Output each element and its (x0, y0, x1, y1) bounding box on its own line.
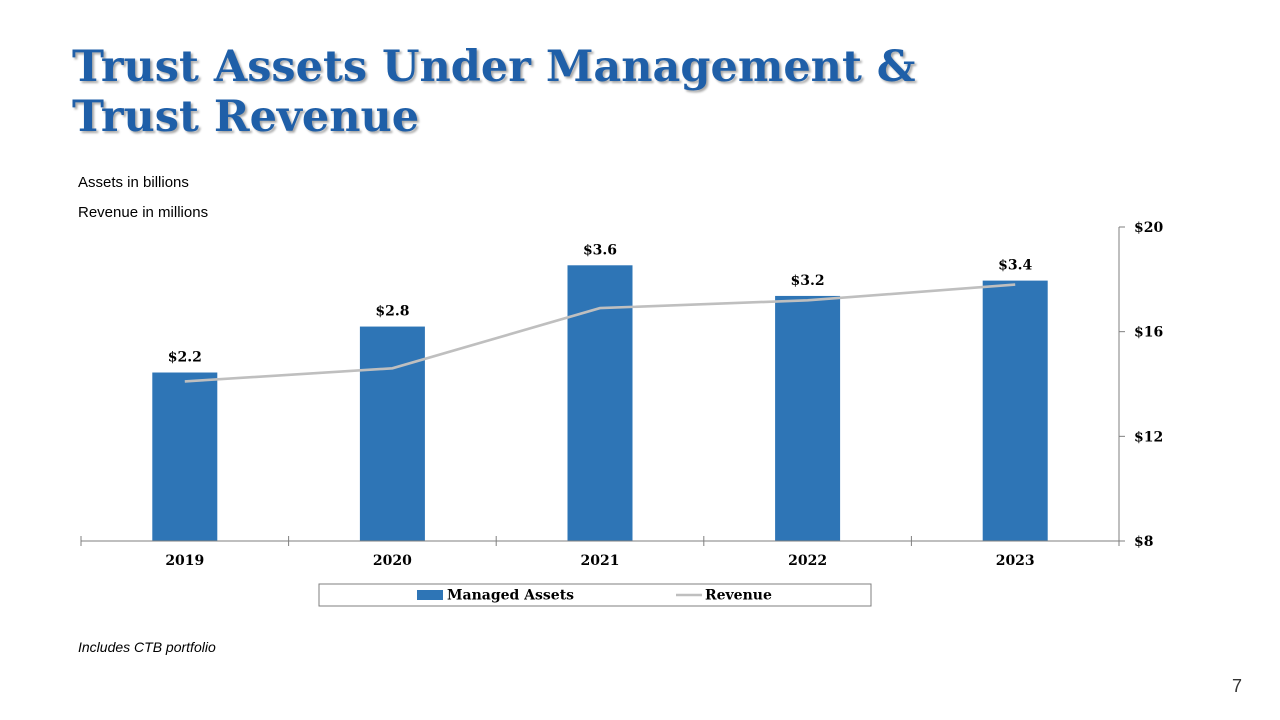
legend-swatch-managed-assets (417, 590, 443, 600)
x-tick-label-2023: 2023 (996, 553, 1035, 569)
x-tick-label-2020: 2020 (373, 553, 412, 569)
bars-layer (152, 265, 1048, 541)
y-tick-label-20: $20 (1134, 220, 1163, 236)
legend-label-revenue: Revenue (705, 588, 772, 604)
bar-value-label-2020: $2.8 (375, 304, 409, 320)
revenue-unit-note: Revenue in millions (78, 204, 209, 221)
y-tick-label-16: $16 (1134, 325, 1163, 341)
chart-legend: Managed Assets Revenue (318, 583, 872, 607)
y-tick-label-12: $12 (1134, 429, 1163, 445)
bar-2022 (775, 295, 841, 541)
legend-box (318, 583, 872, 607)
bar-2020 (359, 326, 425, 541)
page-number: 7 (1231, 676, 1242, 696)
title-line-2: Trust Revenue (72, 92, 420, 142)
bar-2019 (152, 372, 218, 541)
assets-unit-note: Assets in billions (78, 174, 189, 191)
bar-2023 (982, 280, 1048, 541)
legend-label-managed-assets: Managed Assets (447, 588, 574, 604)
bar-value-label-2023: $3.4 (998, 258, 1032, 274)
title-line-1: Trust Assets Under Management & (72, 42, 916, 92)
labels-layer: $2.2 $2.8 $3.6 $3.2 $3.4 2019 2020 2021 2022 2023… (165, 220, 1163, 569)
bar-value-label-2022: $3.2 (791, 273, 825, 289)
page-title: Trust Assets Under Management & Trust Re… (72, 42, 916, 142)
x-tick-label-2022: 2022 (788, 553, 827, 569)
bar-2021 (567, 265, 633, 541)
footnote: Includes CTB portfolio (78, 639, 216, 655)
revenue-line-layer (184, 283, 1016, 383)
x-tick-label-2019: 2019 (165, 553, 204, 569)
bar-value-label-2021: $3.6 (583, 242, 617, 258)
axis-layer (80, 226, 1125, 546)
bar-value-label-2019: $2.2 (168, 350, 202, 366)
y-tick-label-8: $8 (1134, 534, 1153, 550)
x-tick-label-2021: 2021 (581, 553, 620, 569)
